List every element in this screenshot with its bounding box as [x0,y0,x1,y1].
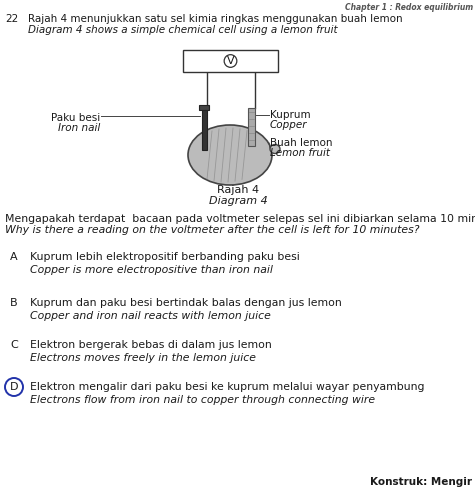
Text: V: V [227,56,234,66]
Text: Elektron bergerak bebas di dalam jus lemon: Elektron bergerak bebas di dalam jus lem… [30,340,272,350]
Text: Rajah 4: Rajah 4 [217,185,259,195]
Bar [247,108,255,146]
Text: Konstruk: Mengir: Konstruk: Mengir [370,477,472,487]
Text: A: A [10,252,18,262]
Bar [183,50,278,72]
Text: Diagram 4: Diagram 4 [209,196,267,206]
Text: Elektron mengalir dari paku besi ke kuprum melalui wayar penyambung: Elektron mengalir dari paku besi ke kupr… [30,382,425,392]
Text: Electrons flow from iron nail to copper through connecting wire: Electrons flow from iron nail to copper … [30,395,375,405]
Ellipse shape [270,144,280,153]
Bar [201,110,207,150]
Ellipse shape [188,125,272,185]
Text: 22: 22 [5,14,18,24]
Text: Rajah 4 menunjukkan satu sel kimia ringkas menggunakan buah lemon: Rajah 4 menunjukkan satu sel kimia ringk… [28,14,403,24]
Bar [199,105,209,110]
Text: C: C [10,340,18,350]
Text: Why is there a reading on the voltmeter after the cell is left for 10 minutes?: Why is there a reading on the voltmeter … [5,225,419,235]
Text: Buah lemon: Buah lemon [270,138,332,148]
Circle shape [5,378,23,396]
Text: Kuprum lebih elektropositif berbanding paku besi: Kuprum lebih elektropositif berbanding p… [30,252,300,262]
Text: Copper and iron nail reacts with lemon juice: Copper and iron nail reacts with lemon j… [30,311,271,321]
Text: Kuprum dan paku besi bertindak balas dengan jus lemon: Kuprum dan paku besi bertindak balas den… [30,298,342,308]
Text: Paku besi: Paku besi [51,113,100,123]
Text: Diagram 4 shows a simple chemical cell using a lemon fruit: Diagram 4 shows a simple chemical cell u… [28,25,338,35]
Text: D: D [10,382,18,392]
Text: Kuprum: Kuprum [270,110,311,120]
Text: Copper: Copper [270,120,307,130]
Text: Lemon fruit: Lemon fruit [270,148,330,158]
Text: Mengapakah terdapat  bacaan pada voltmeter selepas sel ini dibiarkan selama 10 m: Mengapakah terdapat bacaan pada voltmete… [5,214,475,224]
Text: B: B [10,298,18,308]
Text: Electrons moves freely in the lemon juice: Electrons moves freely in the lemon juic… [30,353,256,363]
Text: Iron nail: Iron nail [58,123,100,133]
Text: Copper is more electropositive than iron nail: Copper is more electropositive than iron… [30,265,273,275]
Text: Chapter 1 : Redox equilibrium: Chapter 1 : Redox equilibrium [345,3,473,12]
